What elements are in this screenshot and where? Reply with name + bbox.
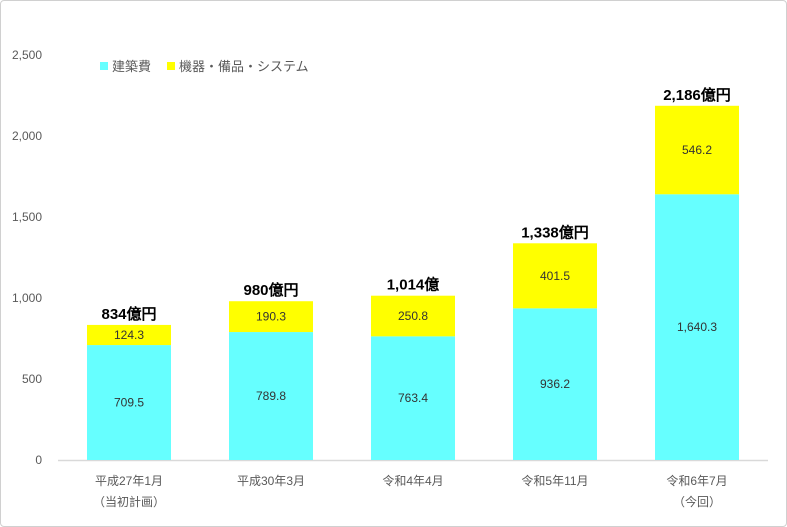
bar-segment-equipment xyxy=(87,324,171,346)
x-tick-label: 令和5年11月 xyxy=(521,473,588,488)
total-label: 980億円 xyxy=(243,281,298,299)
bar-segment-construction xyxy=(513,308,597,460)
data-label: 763.4 xyxy=(398,391,428,405)
bar-segment-equipment xyxy=(513,243,597,309)
y-tick-label: 1,000 xyxy=(12,291,42,305)
data-label: 936.2 xyxy=(540,377,570,391)
legend-label: 機器・備品・システム xyxy=(179,59,309,74)
y-tick-label: 2,500 xyxy=(12,48,42,62)
total-label: 1,014億 xyxy=(387,276,440,294)
bar-segment-equipment xyxy=(229,301,313,333)
y-tick-label: 1,500 xyxy=(12,210,42,224)
legend-label: 建築費 xyxy=(112,59,151,74)
bar-segment-equipment xyxy=(655,105,739,195)
data-label: 1,640.3 xyxy=(677,320,717,334)
total-label: 1,338億円 xyxy=(521,223,589,241)
x-tick-label: 令和4年4月 xyxy=(382,473,443,488)
x-tick-label: 平成27年1月 xyxy=(95,474,163,488)
bar-segment-construction xyxy=(655,194,739,460)
data-label: 789.8 xyxy=(256,389,286,403)
data-label: 709.5 xyxy=(114,396,144,410)
data-label: 190.3 xyxy=(256,310,286,324)
bar-segment-construction xyxy=(87,345,171,460)
total-label: 834億円 xyxy=(101,305,156,323)
x-tick-label: （今回） xyxy=(673,494,721,509)
total-label: 2,186億円 xyxy=(663,86,731,104)
legend-swatch xyxy=(167,62,175,70)
x-tick-label: （当初計画） xyxy=(93,494,165,509)
data-label: 546.2 xyxy=(682,143,712,157)
data-label: 401.5 xyxy=(540,269,570,283)
x-tick-label: 平成30年3月 xyxy=(237,474,305,488)
bar-segment-construction xyxy=(229,332,313,460)
data-label: 250.8 xyxy=(398,309,428,323)
y-tick-label: 2,000 xyxy=(12,129,42,143)
x-tick-label: 令和6年7月 xyxy=(666,473,727,488)
y-tick-label: 0 xyxy=(35,453,42,467)
bar-segment-equipment xyxy=(371,295,455,337)
y-tick-label: 500 xyxy=(22,372,42,386)
data-label: 124.3 xyxy=(114,328,144,342)
legend-swatch xyxy=(100,62,108,70)
bar-segment-construction xyxy=(371,336,455,460)
